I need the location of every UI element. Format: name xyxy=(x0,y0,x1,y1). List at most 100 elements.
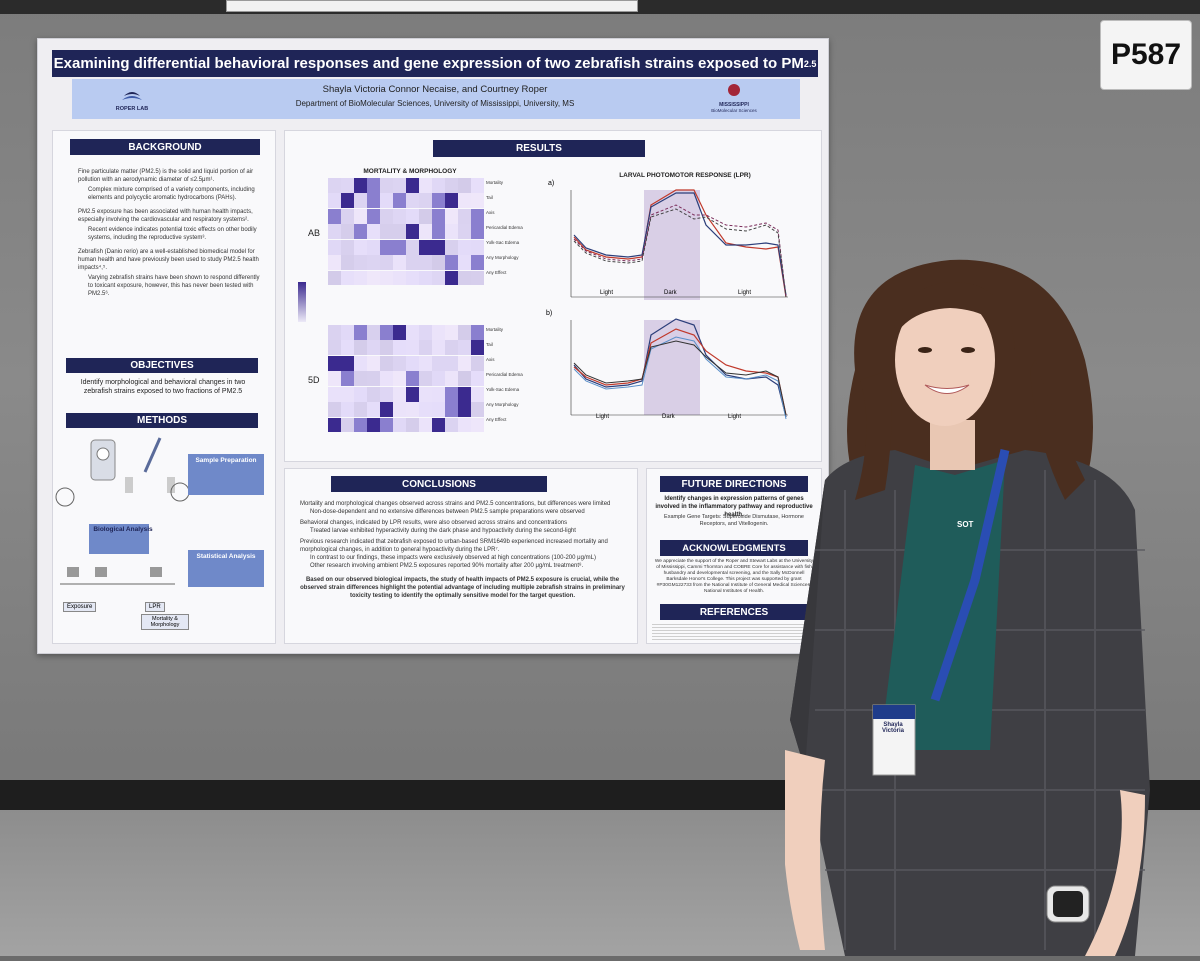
lpr-plot-b xyxy=(566,315,796,420)
heatmap-cell xyxy=(406,239,419,255)
heatmap-cell xyxy=(406,224,419,240)
heatmap-cell xyxy=(393,193,406,209)
heatmap-cell xyxy=(406,402,419,418)
heatmap-5d xyxy=(328,325,484,433)
endpoint-label: Any Morphology xyxy=(486,402,519,407)
heatmap-cell xyxy=(432,355,445,371)
heatmap-cell xyxy=(393,371,406,387)
heatmap-cell xyxy=(393,255,406,271)
heatmap-cell xyxy=(354,255,367,271)
heatmap-cell xyxy=(354,193,367,209)
heatmap-cell xyxy=(458,417,471,433)
conclusions-header: CONCLUSIONS xyxy=(331,476,547,492)
heatmap-cell xyxy=(445,270,458,286)
heatmap-cell xyxy=(432,325,445,340)
biological-analysis-label: Biological Analysis xyxy=(93,526,153,533)
acknowledgments-header: ACKNOWLEDGMENTS xyxy=(660,540,808,556)
heatmap-cell xyxy=(341,371,354,387)
sample-preparation-box: Sample Preparation xyxy=(188,454,264,495)
heatmap-cell xyxy=(380,402,393,418)
heatmap-cell xyxy=(380,355,393,371)
lpr-b-light-2: Light xyxy=(728,414,742,420)
heatmap-cell xyxy=(445,402,458,418)
heatmap-cell xyxy=(419,270,432,286)
heatmap-cell xyxy=(328,208,341,224)
heatmap-cell xyxy=(432,239,445,255)
heatmap-cell xyxy=(328,340,341,356)
heatmap-cell xyxy=(419,402,432,418)
heatmap-cell xyxy=(432,255,445,271)
lpr-title: LARVAL PHOTOMOTOR RESPONSE (LPR) xyxy=(619,172,751,179)
heatmap-cell xyxy=(367,325,380,340)
background-text: Fine particulate matter (PM2.5) is the s… xyxy=(78,169,260,297)
heatmap-cell xyxy=(458,371,471,387)
heatmap-ab xyxy=(328,178,484,286)
results-header: RESULTS xyxy=(433,140,645,157)
heatmap-cell xyxy=(380,255,393,271)
heatmap-cell xyxy=(367,224,380,240)
heatmap-cell xyxy=(432,417,445,433)
heatmap-cell xyxy=(354,371,367,387)
methods-header: METHODS xyxy=(66,413,258,428)
heatmap-cell xyxy=(367,193,380,209)
heatmap-cell xyxy=(393,178,406,193)
heatmap-cell xyxy=(328,355,341,371)
heatmap-cell xyxy=(380,178,393,193)
heatmap-cell xyxy=(419,255,432,271)
heatmap-cell xyxy=(445,193,458,209)
heatmap-cell xyxy=(354,340,367,356)
heatmap-cell xyxy=(328,270,341,286)
heatmap-cell xyxy=(341,386,354,402)
author-band xyxy=(72,79,800,119)
endpoint-label: Any Effect xyxy=(486,417,507,422)
heatmap-cell xyxy=(445,386,458,402)
lanyard-text: SOT xyxy=(957,520,974,529)
heatmap-cell xyxy=(328,224,341,240)
heatmap-cell xyxy=(419,386,432,402)
lpr-b-light-1: Light xyxy=(596,414,610,420)
endpoint-label: Tail xyxy=(486,195,493,200)
heatmap-cell xyxy=(458,402,471,418)
lpr-panel-a-label: a) xyxy=(548,180,555,187)
endpoint-label: Mortality xyxy=(486,327,504,332)
heatmap-cell xyxy=(380,325,393,340)
heatmap-cell xyxy=(341,325,354,340)
heatmap-cell xyxy=(458,208,471,224)
heatmap-title: MORTALITY & MORPHOLOGY xyxy=(363,168,457,175)
conclusions-text: Mortality and morphological changes obse… xyxy=(300,501,625,599)
heatmap-cell xyxy=(354,239,367,255)
heatmap-cell xyxy=(341,193,354,209)
heatmap-cell xyxy=(354,224,367,240)
references-header: REFERENCES xyxy=(660,604,808,620)
heatmap-cell xyxy=(328,239,341,255)
heatmap-cell xyxy=(354,402,367,418)
lpr-b-dark: Dark xyxy=(662,414,675,420)
heatmap-cell xyxy=(380,386,393,402)
heatmap-cell xyxy=(406,325,419,340)
heatmap-cell xyxy=(471,340,484,356)
heatmap-legend-bar xyxy=(298,282,306,322)
exposure-label: Exposure xyxy=(63,602,97,612)
heatmap-cell xyxy=(406,371,419,387)
heatmap-cell xyxy=(380,208,393,224)
heatmap-cell xyxy=(445,255,458,271)
heatmap-cell xyxy=(393,270,406,286)
poster-title: Examining differential behavioral respon… xyxy=(52,50,818,77)
heatmap-cell xyxy=(354,355,367,371)
heatmap-cell xyxy=(445,239,458,255)
heatmap-cell xyxy=(367,402,380,418)
heatmap-cell xyxy=(393,224,406,240)
heatmap-cell xyxy=(328,386,341,402)
heatmap-cell xyxy=(393,340,406,356)
heatmap-cell xyxy=(393,417,406,433)
lpr-label: LPR xyxy=(145,602,165,612)
roper-lab-logo: ROPER LAB xyxy=(108,84,156,116)
heatmap-cell xyxy=(354,208,367,224)
heatmap-cell xyxy=(367,386,380,402)
heatmap-cell xyxy=(458,224,471,240)
heatmap-cell xyxy=(380,417,393,433)
heatmap-cell xyxy=(458,340,471,356)
heatmap-cell xyxy=(458,255,471,271)
endpoint-label: Any Effect xyxy=(486,270,507,275)
heatmap-cell xyxy=(393,325,406,340)
